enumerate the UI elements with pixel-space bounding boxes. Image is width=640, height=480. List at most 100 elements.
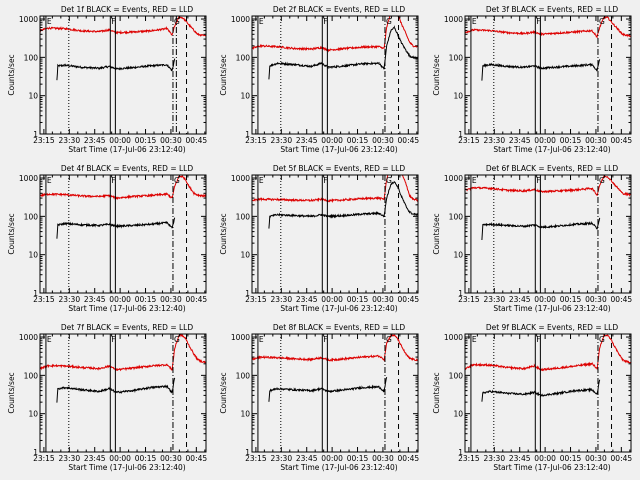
time-marker-label: E — [259, 176, 264, 185]
y-tick-label: 1000 — [19, 333, 38, 342]
x-tick-label: 23:30 — [58, 454, 80, 463]
time-marker-label: F — [536, 335, 540, 344]
y-tick-label: 100 — [24, 212, 39, 221]
time-marker-label: G — [386, 17, 392, 26]
x-tick-label: 23:45 — [509, 295, 531, 304]
y-tick-label: 100 — [449, 371, 464, 380]
x-axis-label: Start Time (17-Jul-06 23:12:40) — [68, 304, 185, 313]
x-tick-label: 00:30 — [160, 295, 182, 304]
y-tick-label: 1000 — [231, 333, 250, 342]
x-tick-label: 00:30 — [372, 136, 394, 145]
chart-title: Det 4f BLACK = Events, RED = LLD — [61, 164, 194, 173]
chart-panel-1: Det 1f BLACK = Events, RED = LLD E F G 1 10 10… — [7, 5, 207, 154]
x-tick-label: 00:15 — [135, 136, 157, 145]
y-tick-label: 100 — [449, 53, 464, 62]
series-line-events — [268, 25, 418, 80]
time-marker-label: E — [259, 335, 264, 344]
x-tick-label: 00:00 — [109, 295, 131, 304]
time-marker-label: G — [174, 17, 180, 26]
x-tick-label: 00:00 — [109, 454, 131, 463]
x-tick-label: 00:30 — [585, 136, 607, 145]
y-tick-label: 10 — [28, 410, 38, 419]
time-marker-label: E — [47, 176, 52, 185]
series-line-lld — [252, 16, 418, 53]
y-tick-label: 100 — [449, 212, 464, 221]
x-tick-label: 00:15 — [560, 454, 582, 463]
x-tick-label: 00:15 — [347, 295, 369, 304]
time-marker-label: G — [174, 335, 180, 344]
chart-panel-6: Det 6f BLACK = Events, RED = LLD E F G 1 10 10… — [432, 164, 632, 313]
x-tick-label: 00:30 — [585, 295, 607, 304]
x-tick-label: 00:00 — [109, 136, 131, 145]
x-tick-label: 23:15 — [33, 295, 55, 304]
chart-panel-5: Det 5f BLACK = Events, RED = LLD E F G 1 10 10… — [219, 164, 419, 313]
y-tick-label: 100 — [236, 212, 251, 221]
chart-panel-4: Det 4f BLACK = Events, RED = LLD E F G 1 10 10… — [7, 164, 207, 313]
y-tick-label: 1000 — [231, 174, 250, 183]
y-tick-label: 1000 — [444, 333, 463, 342]
y-tick-label: 1 — [245, 448, 250, 457]
x-tick-label: 23:30 — [483, 295, 505, 304]
time-marker-label: G — [386, 335, 392, 344]
y-axis-label: Counts/sec — [219, 213, 228, 254]
x-tick-label: 23:30 — [58, 136, 80, 145]
x-tick-label: 00:15 — [135, 295, 157, 304]
x-tick-label: 00:15 — [135, 454, 157, 463]
chart-panel-2: Det 2f BLACK = Events, RED = LLD E F G 1 10 10… — [219, 5, 419, 154]
y-tick-label: 1000 — [444, 15, 463, 24]
chart-panel-3: Det 3f BLACK = Events, RED = LLD E F G 1 10 10… — [432, 5, 632, 154]
y-tick-label: 10 — [28, 251, 38, 260]
y-axis-label: Counts/sec — [7, 54, 16, 95]
chart-title: Det 8f BLACK = Events, RED = LLD — [273, 323, 406, 332]
x-tick-label: 23:30 — [483, 136, 505, 145]
y-tick-label: 10 — [453, 410, 463, 419]
y-tick-label: 10 — [28, 92, 38, 101]
time-marker-label: E — [259, 17, 264, 26]
x-tick-label: 23:45 — [84, 136, 106, 145]
x-tick-label: 00:45 — [186, 136, 208, 145]
x-tick-label: 00:00 — [534, 454, 556, 463]
y-tick-label: 1000 — [19, 174, 38, 183]
chart-panel-9: Det 9f BLACK = Events, RED = LLD E F G 1 10 10… — [432, 323, 632, 472]
x-tick-label: 00:45 — [186, 295, 208, 304]
x-tick-label: 00:00 — [534, 295, 556, 304]
plot-frame — [251, 15, 419, 135]
y-tick-label: 1 — [458, 448, 463, 457]
time-marker-label: E — [472, 176, 477, 185]
time-marker-label: F — [323, 176, 327, 185]
time-marker-label: F — [111, 176, 115, 185]
x-tick-label: 23:15 — [245, 295, 267, 304]
x-tick-label: 23:45 — [84, 454, 106, 463]
x-axis-label: Start Time (17-Jul-06 23:12:40) — [493, 304, 610, 313]
x-axis-label: Start Time (17-Jul-06 23:12:40) — [68, 145, 185, 154]
x-tick-label: 00:45 — [186, 454, 208, 463]
y-tick-label: 100 — [236, 371, 251, 380]
y-tick-label: 1 — [33, 289, 38, 298]
x-tick-label: 00:15 — [560, 136, 582, 145]
series-line-events — [268, 180, 418, 229]
time-marker-label: F — [323, 17, 327, 26]
y-axis-label: Counts/sec — [219, 54, 228, 95]
plot-frame — [464, 15, 632, 135]
plot-frame — [39, 15, 207, 135]
time-marker-label: G — [599, 176, 605, 185]
x-tick-label: 23:15 — [33, 136, 55, 145]
plot-frame — [251, 174, 419, 294]
time-marker-label: F — [323, 335, 327, 344]
chart-title: Det 3f BLACK = Events, RED = LLD — [486, 5, 619, 14]
x-tick-label: 23:30 — [270, 136, 292, 145]
x-tick-label: 00:15 — [347, 454, 369, 463]
x-tick-label: 00:45 — [611, 295, 633, 304]
x-axis-label: Start Time (17-Jul-06 23:12:40) — [280, 145, 397, 154]
x-tick-label: 23:45 — [84, 295, 106, 304]
x-tick-label: 00:30 — [372, 454, 394, 463]
x-tick-label: 23:30 — [270, 295, 292, 304]
x-tick-label: 23:15 — [458, 454, 480, 463]
x-tick-label: 00:45 — [398, 136, 420, 145]
y-tick-label: 1000 — [19, 15, 38, 24]
plot-frame — [39, 333, 207, 453]
y-tick-label: 10 — [453, 92, 463, 101]
x-tick-label: 23:15 — [33, 454, 55, 463]
y-tick-label: 10 — [453, 251, 463, 260]
